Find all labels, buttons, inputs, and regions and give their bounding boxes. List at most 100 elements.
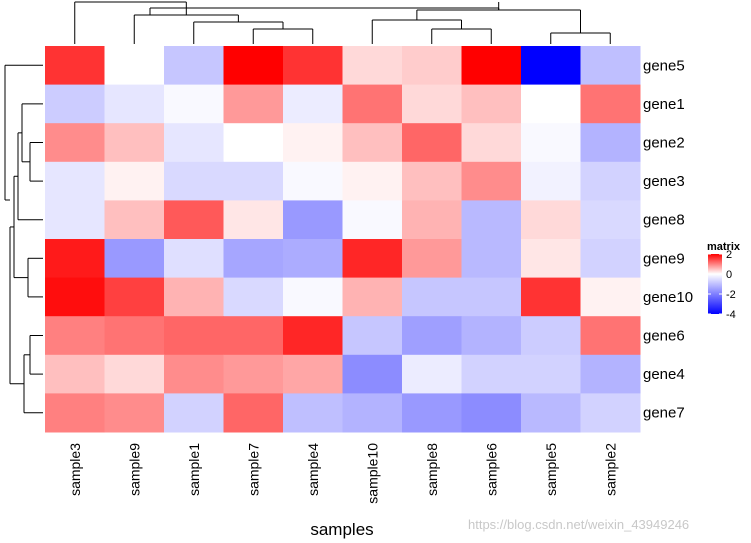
heatmap-cell	[164, 200, 224, 240]
heatmap-cell	[283, 354, 343, 394]
heatmap-cell	[283, 393, 343, 433]
heatmap-cell	[580, 354, 641, 394]
column-label: sample4	[305, 443, 321, 496]
heatmap-cell	[164, 161, 224, 201]
heatmap-cells	[45, 46, 641, 433]
heatmap-cell	[283, 161, 343, 201]
heatmap-cell	[580, 393, 641, 433]
heatmap-cell	[104, 200, 165, 240]
heatmap-cell	[104, 84, 165, 124]
heatmap-cell	[580, 161, 641, 201]
heatmap-cell	[342, 200, 403, 240]
heatmap-cell	[104, 393, 165, 433]
heatmap-cell	[283, 46, 343, 86]
heatmap-cell	[461, 123, 522, 163]
heatmap-cell	[402, 354, 462, 394]
heatmap-cell	[521, 123, 581, 163]
heatmap-cell	[45, 354, 105, 394]
heatmap-cell	[45, 161, 105, 201]
heatmap-cell	[461, 200, 522, 240]
heatmap-cell	[45, 46, 105, 86]
heatmap-cell	[223, 123, 284, 163]
heatmap-cell	[342, 239, 403, 279]
heatmap-cell	[223, 239, 284, 279]
heatmap-cell	[45, 316, 105, 356]
heatmap-cell	[223, 354, 284, 394]
column-label: sample8	[424, 443, 440, 496]
heatmap-cell	[223, 393, 284, 433]
heatmap-cell	[521, 161, 581, 201]
column-label: sample6	[483, 443, 499, 496]
heatmap-cell	[402, 200, 462, 240]
column-label: sample5	[543, 443, 559, 496]
heatmap-cell	[461, 393, 522, 433]
row-label: gene8	[643, 212, 685, 229]
heatmap-cell	[283, 239, 343, 279]
column-label: sample3	[67, 443, 83, 496]
heatmap-cell	[104, 239, 165, 279]
heatmap-cell	[580, 123, 641, 163]
heatmap-cell	[283, 200, 343, 240]
column-label: sample1	[186, 443, 202, 496]
heatmap-cell	[223, 200, 284, 240]
x-axis-title: samples	[310, 520, 373, 539]
heatmap-cell	[283, 277, 343, 317]
heatmap-cell	[461, 354, 522, 394]
heatmap-cell	[580, 200, 641, 240]
heatmap-cell	[223, 161, 284, 201]
heatmap-cell	[104, 277, 165, 317]
watermark: https://blog.csdn.net/weixin_43949246	[468, 517, 689, 532]
legend-tick-label: -2	[726, 289, 736, 301]
heatmap-cell	[45, 123, 105, 163]
heatmap-cell	[580, 46, 641, 86]
column-labels: sample3 sample9 sample1 sample7 sample4 sampl…	[67, 443, 619, 504]
heatmap-cell	[342, 84, 403, 124]
heatmap-cell	[45, 239, 105, 279]
row-label: gene1	[643, 96, 685, 113]
heatmap-cell	[521, 84, 581, 124]
heatmap-cell	[223, 277, 284, 317]
heatmap-cell	[402, 239, 462, 279]
heatmap-cell	[283, 123, 343, 163]
heatmap-cell	[580, 84, 641, 124]
column-label: sample2	[602, 443, 618, 496]
row-label: gene4	[643, 366, 685, 383]
heatmap-cell	[45, 200, 105, 240]
heatmap-cell	[461, 84, 522, 124]
column-label: sample9	[126, 443, 142, 496]
heatmap-cell	[402, 277, 462, 317]
heatmap-cell	[223, 316, 284, 356]
heatmap-cell	[521, 239, 581, 279]
heatmap-cell	[342, 161, 403, 201]
heatmap-cell	[45, 84, 105, 124]
heatmap-cell	[521, 393, 581, 433]
legend-tick-label: -4	[726, 309, 736, 321]
heatmap-cell	[402, 393, 462, 433]
heatmap-cell	[104, 123, 165, 163]
heatmap-cell	[521, 200, 581, 240]
heatmap-cell	[342, 277, 403, 317]
heatmap-cell	[402, 84, 462, 124]
heatmap-cell	[402, 161, 462, 201]
heatmap-cell	[402, 123, 462, 163]
heatmap-cell	[164, 123, 224, 163]
heatmap-cell	[521, 354, 581, 394]
heatmap-cell	[521, 277, 581, 317]
row-dendrogram	[4, 64, 43, 414]
heatmap-cell	[164, 46, 224, 86]
heatmap-cell	[164, 84, 224, 124]
heatmap-cell	[104, 46, 165, 86]
heatmap-cell	[45, 277, 105, 317]
heatmap-cell	[580, 316, 641, 356]
row-label: gene5	[643, 57, 685, 74]
heatmap-cell	[342, 354, 403, 394]
heatmap-cell	[223, 84, 284, 124]
heatmap-cell	[461, 46, 522, 86]
row-label: gene10	[643, 289, 693, 306]
row-label: gene7	[643, 405, 685, 422]
legend-tick-label: 0	[726, 269, 732, 281]
legend-tick-label: 2	[726, 249, 732, 261]
heatmap-cell	[164, 393, 224, 433]
row-labels: gene5 gene1 gene2 gene3 gene8 gene9 gene10 gene…	[643, 57, 693, 421]
heatmap-cell	[580, 277, 641, 317]
